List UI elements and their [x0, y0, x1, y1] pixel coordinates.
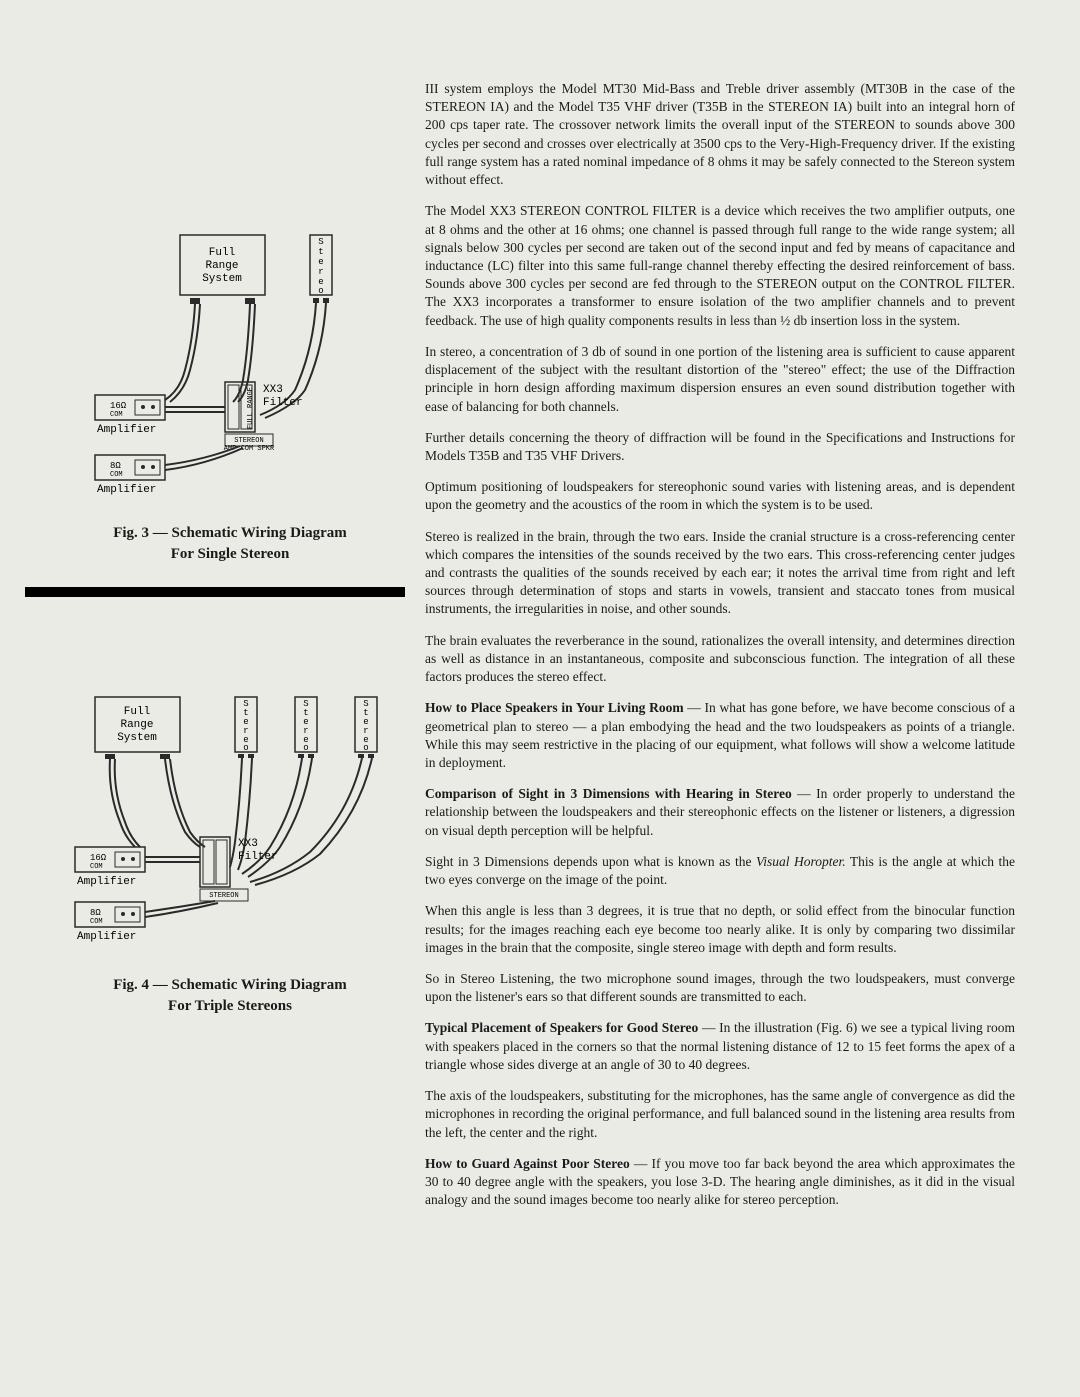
svg-text:o: o [318, 286, 323, 296]
para-2: The Model XX3 STEREON CONTROL FILTER is … [425, 202, 1015, 330]
para-13-head: Typical Placement of Speakers for Good S… [425, 1020, 698, 1035]
svg-text:e: e [318, 257, 323, 267]
svg-text:XX3: XX3 [238, 838, 258, 850]
svg-text:STEREON: STEREON [209, 892, 238, 900]
svg-text:Full: Full [124, 706, 150, 718]
para-5: Optimum positioning of loudspeakers for … [425, 478, 1015, 514]
para-10a: Sight in 3 Dimensions depends upon what … [425, 854, 756, 869]
svg-text:COM: COM [90, 918, 103, 926]
svg-text:STEREON: STEREON [234, 437, 263, 445]
spacer [65, 80, 395, 230]
svg-text:COM: COM [110, 471, 123, 479]
svg-text:8Ω: 8Ω [110, 461, 121, 471]
para-12: So in Stereo Listening, the two micropho… [425, 970, 1015, 1006]
right-column: III system employs the Model MT30 Mid-Ba… [425, 80, 1015, 1222]
para-15: How to Guard Against Poor Stereo — If yo… [425, 1155, 1015, 1210]
para-14: The axis of the loudspeakers, substituti… [425, 1087, 1015, 1142]
svg-text:XX3: XX3 [263, 384, 283, 396]
fig4-caption-line1: Fig. 4 — Schematic Wiring Diagram [113, 977, 347, 993]
svg-text:FULL RANGE: FULL RANGE [247, 387, 255, 429]
svg-text:Amplifier: Amplifier [77, 931, 136, 943]
fig4-diagram: Full Range System Stereo Stereo Stereo [70, 692, 390, 957]
para-3: In stereo, a concentration of 3 db of so… [425, 343, 1015, 416]
svg-text:t: t [318, 247, 323, 257]
svg-text:o: o [363, 743, 368, 753]
svg-text:16Ω: 16Ω [90, 853, 107, 863]
para-8: How to Place Speakers in Your Living Roo… [425, 699, 1015, 772]
fig4-caption-line2: For Triple Stereons [168, 998, 292, 1014]
para-6: Stereo is realized in the brain, through… [425, 528, 1015, 619]
left-column: Full Range System S t e r e o [65, 80, 395, 1222]
svg-text:COM: COM [90, 863, 103, 871]
para-11: When this angle is less than 3 degrees, … [425, 902, 1015, 957]
svg-text:8Ω: 8Ω [90, 908, 101, 918]
page-layout: Full Range System S t e r e o [65, 80, 1015, 1222]
svg-text:Range: Range [205, 260, 238, 272]
svg-text:System: System [202, 273, 242, 285]
svg-text:Filter: Filter [238, 851, 278, 863]
fig3-caption: Fig. 3 — Schematic Wiring Diagram For Si… [65, 523, 395, 565]
para-7: The brain evaluates the reverberance in … [425, 632, 1015, 687]
svg-text:Range: Range [120, 719, 153, 731]
svg-text:Full: Full [209, 247, 235, 259]
para-10: Sight in 3 Dimensions depends upon what … [425, 853, 1015, 889]
svg-text:Amplifier: Amplifier [77, 876, 136, 888]
svg-text:o: o [303, 743, 308, 753]
para-9: Comparison of Sight in 3 Dimensions with… [425, 785, 1015, 840]
svg-text:o: o [243, 743, 248, 753]
para-10-italic: Visual Horopter. [756, 854, 846, 869]
svg-text:Amplifier: Amplifier [97, 424, 156, 436]
svg-text:16Ω: 16Ω [110, 401, 127, 411]
para-13: Typical Placement of Speakers for Good S… [425, 1019, 1015, 1074]
para-9-head: Comparison of Sight in 3 Dimensions with… [425, 786, 792, 801]
svg-text:System: System [117, 732, 157, 744]
fig3-caption-line2: For Single Stereon [171, 546, 290, 562]
svg-text:r: r [318, 267, 323, 277]
svg-text:COM: COM [110, 411, 123, 419]
fig3-diagram: Full Range System S t e r e o [85, 230, 375, 505]
para-15-head: How to Guard Against Poor Stereo [425, 1156, 630, 1171]
spacer [65, 597, 395, 692]
para-8-head: How to Place Speakers in Your Living Roo… [425, 700, 684, 715]
para-4: Further details concerning the theory of… [425, 429, 1015, 465]
svg-text:S: S [318, 237, 323, 247]
para-1: III system employs the Model MT30 Mid-Ba… [425, 80, 1015, 189]
fig3-caption-line1: Fig. 3 — Schematic Wiring Diagram [113, 525, 347, 541]
divider-bar [25, 587, 405, 597]
fig4-caption: Fig. 4 — Schematic Wiring Diagram For Tr… [65, 975, 395, 1017]
svg-text:Amplifier: Amplifier [97, 484, 156, 496]
svg-text:Filter: Filter [263, 397, 303, 409]
